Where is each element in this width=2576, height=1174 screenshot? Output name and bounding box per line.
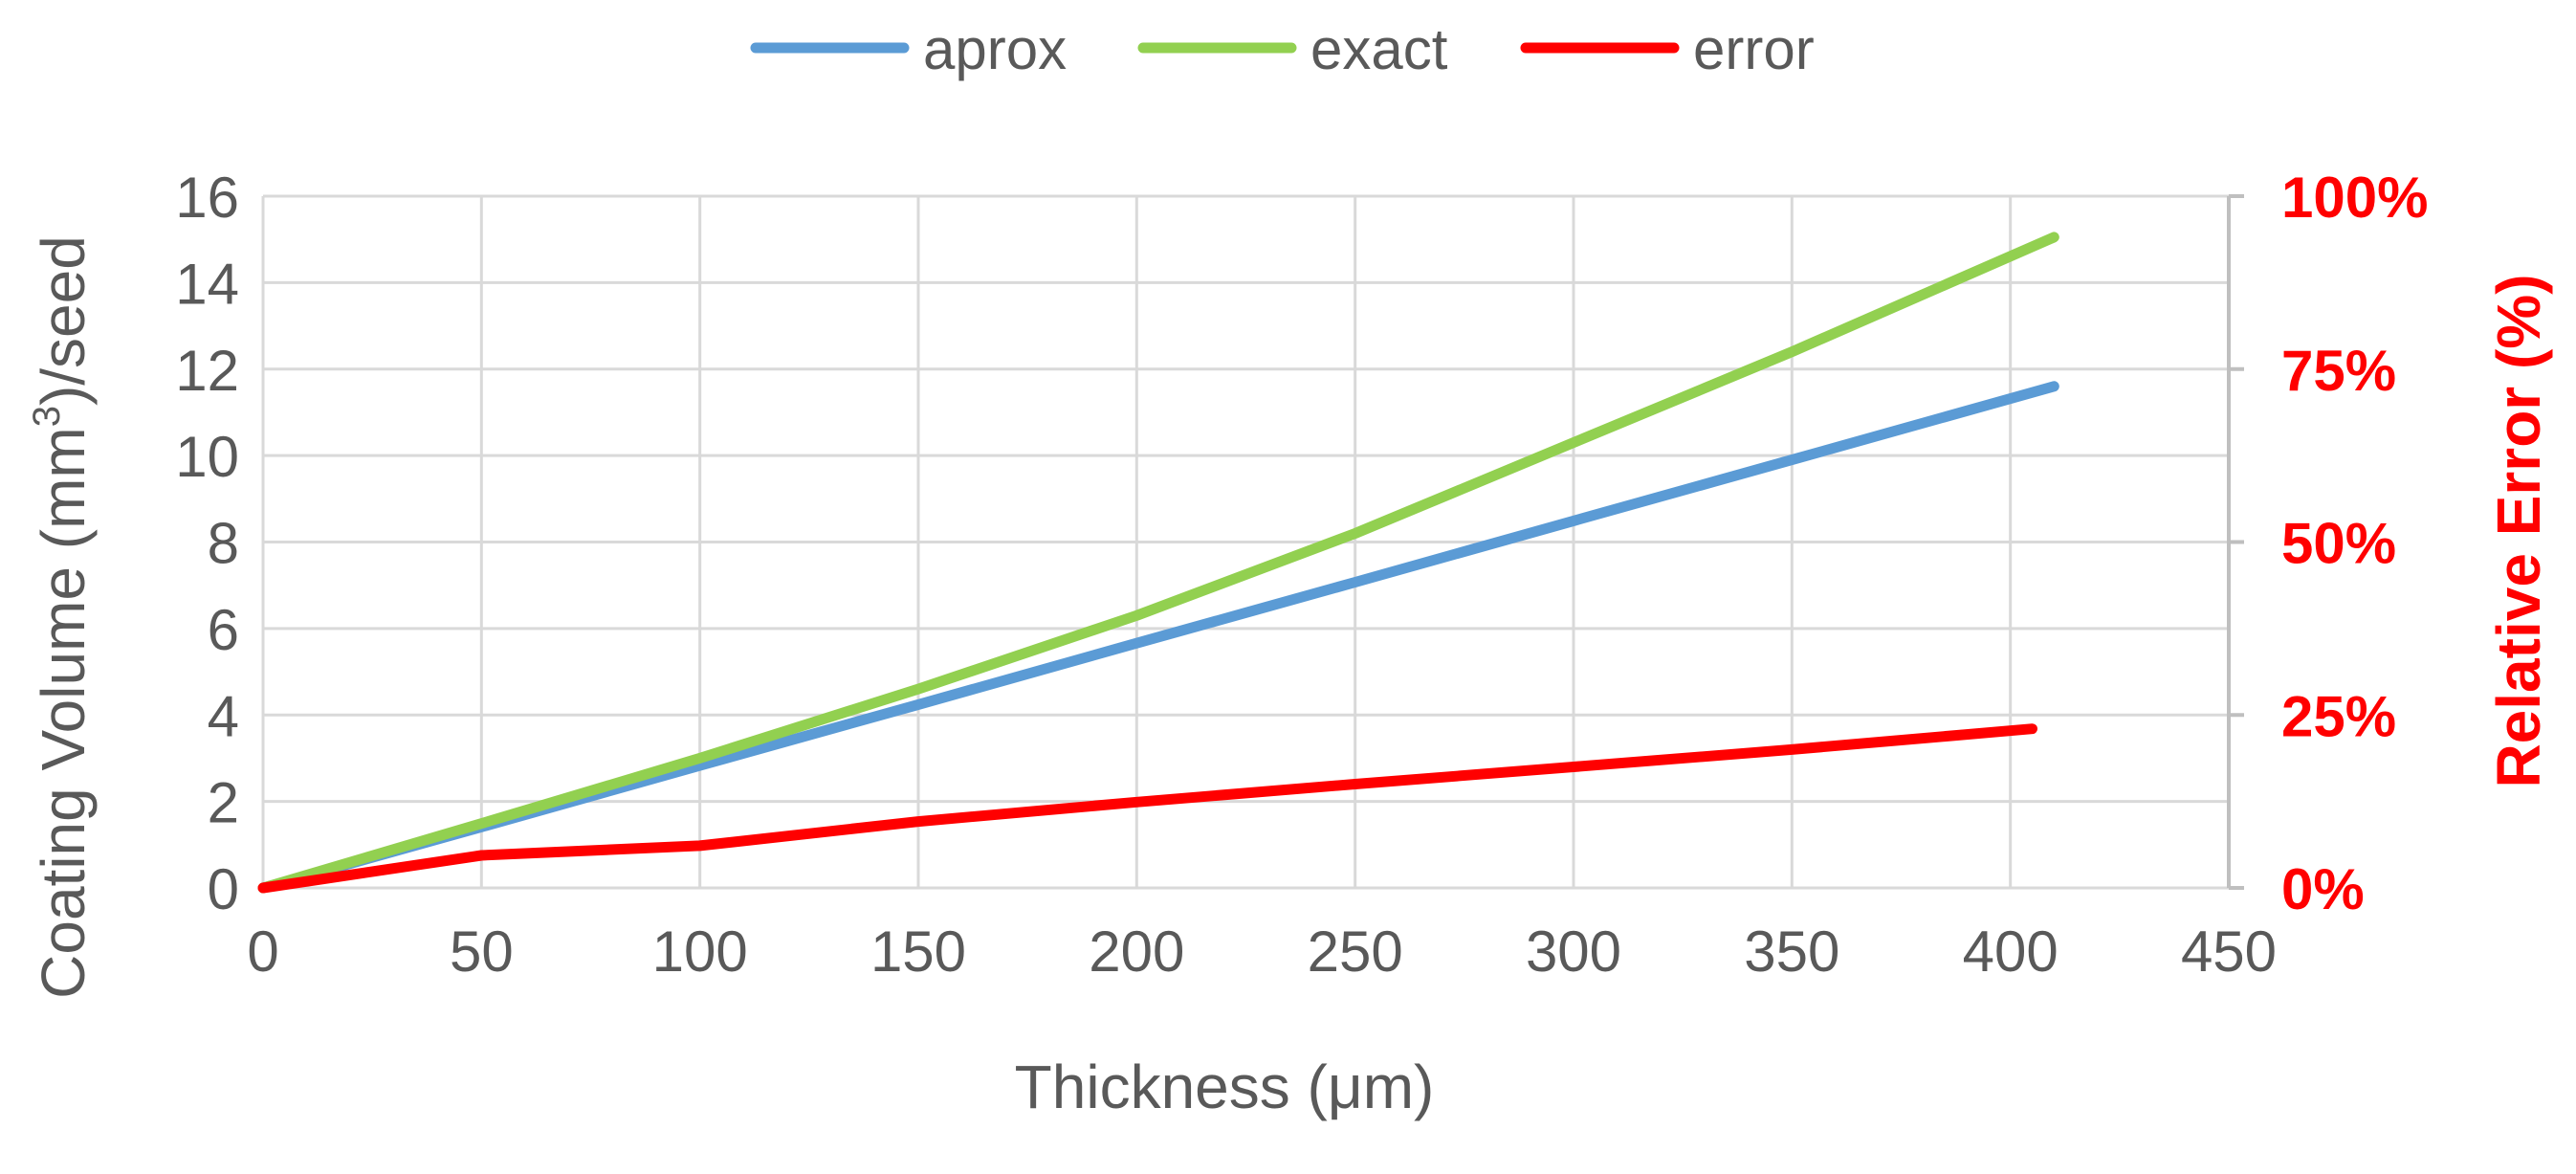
x-tick-label: 0 xyxy=(247,919,278,984)
y2-tick-label: 75% xyxy=(2281,339,2396,403)
y2-tick-label: 100% xyxy=(2281,166,2428,230)
y2-axis-title: Relative Error (%) xyxy=(2484,274,2553,787)
series-line-exact xyxy=(257,232,2059,894)
y-axis-title-main: Coating Volume (mm xyxy=(29,427,98,999)
x-tick-label: 150 xyxy=(870,919,966,984)
series-line-error xyxy=(257,723,2037,894)
x-tick-label: 400 xyxy=(1963,919,2059,984)
legend: aprox exact error xyxy=(750,17,1815,81)
gridlines xyxy=(261,194,2231,890)
x-tick-label: 100 xyxy=(652,919,748,984)
legend-label-aprox: aprox xyxy=(923,17,1067,81)
y-tick-label: 4 xyxy=(208,684,239,748)
x-tick-label: 350 xyxy=(1744,919,1839,984)
x-tick-label: 450 xyxy=(2181,919,2277,984)
y-tick-label: 8 xyxy=(208,512,239,576)
y-tick-label: 14 xyxy=(175,252,239,316)
tick-labels: 0 2 4 6 8 10 12 14 16 0 50 100 150 200 250 300 350 400 450… xyxy=(175,166,2428,984)
y2-tick-label: 25% xyxy=(2281,684,2396,748)
y-tick-label: 2 xyxy=(208,771,239,835)
y-axis-title-suffix: )/seed xyxy=(29,235,98,406)
x-axis-title: Thickness (μm) xyxy=(1015,1052,1435,1121)
legend-label-error: error xyxy=(1693,17,1815,81)
y-tick-label: 0 xyxy=(208,857,239,921)
x-tick-label: 250 xyxy=(1308,919,1403,984)
axes xyxy=(2227,194,2244,890)
y-axis-title: Coating Volume (mm3)/seed xyxy=(26,235,98,999)
y2-tick-label: 50% xyxy=(2281,512,2396,576)
y2-tick-label: 0% xyxy=(2281,857,2365,921)
legend-label-exact: exact xyxy=(1310,17,1448,81)
y-tick-label: 12 xyxy=(175,339,239,403)
x-tick-label: 50 xyxy=(450,919,514,984)
x-tick-label: 200 xyxy=(1089,919,1184,984)
series-lines xyxy=(257,232,2059,894)
y-tick-label: 10 xyxy=(175,425,239,489)
x-tick-label: 300 xyxy=(1526,919,1621,984)
y-tick-label: 6 xyxy=(208,598,239,662)
y-tick-label: 16 xyxy=(175,166,239,230)
y-axis-title-superscript: 3 xyxy=(26,406,68,427)
